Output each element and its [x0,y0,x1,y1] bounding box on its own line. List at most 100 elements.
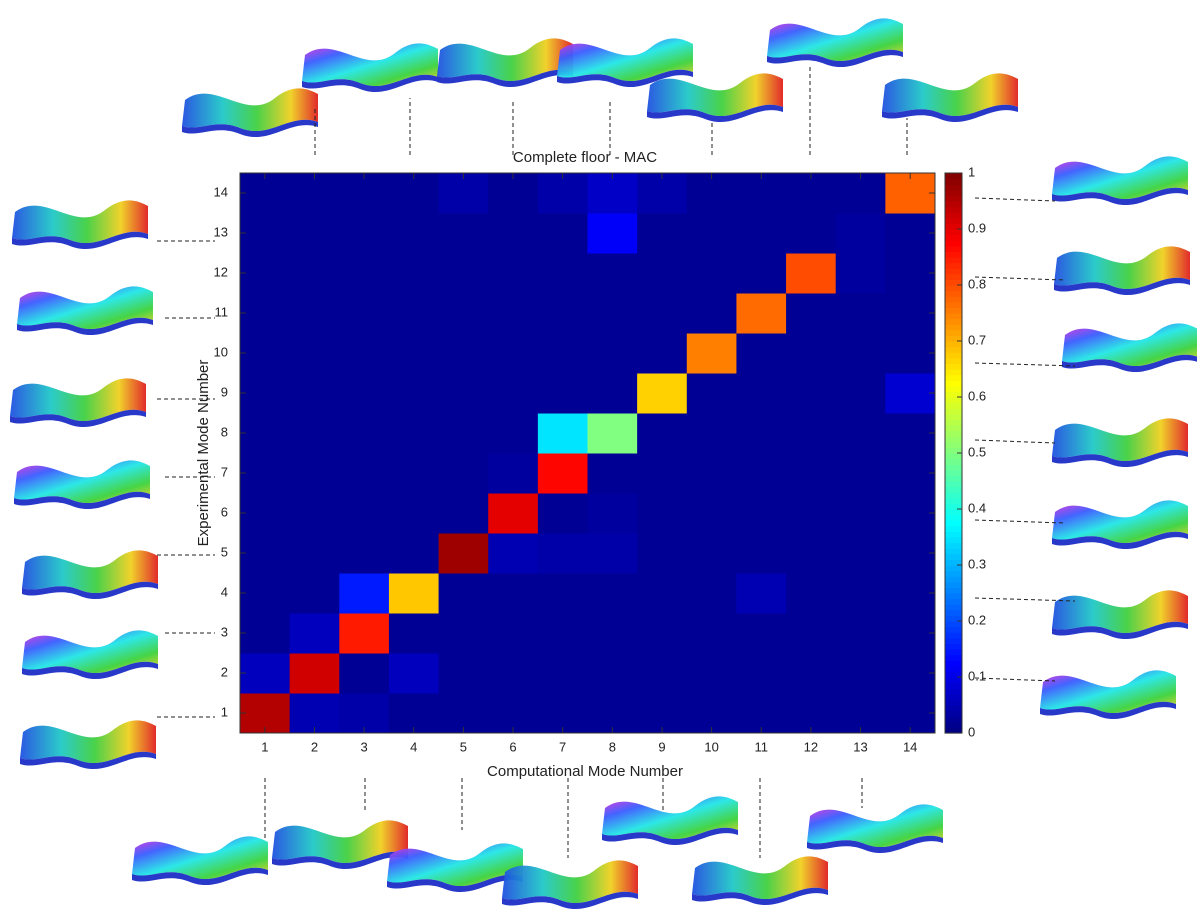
colorbar-segment [945,626,962,633]
colorbar-segment [945,369,962,376]
heatmap-cell [637,653,688,694]
heatmap-cell [438,333,489,374]
colorbar-segment [945,357,962,364]
x-tick-label: 13 [853,739,867,754]
heatmap-cell [339,453,390,494]
heatmap-cell [786,173,837,214]
heatmap-cell [388,693,440,734]
mode-shape [1052,156,1188,206]
heatmap-cell [289,453,340,494]
heatmap-cell [637,693,688,734]
y-tick-label: 9 [221,384,228,399]
heatmap-cell [587,693,638,734]
heatmap-cell [339,213,390,254]
mode-shape [502,860,638,910]
heatmap-cell [537,533,588,574]
heatmap-cell [885,693,936,734]
y-tick-label: 5 [221,544,228,559]
heatmap-cell [587,413,638,454]
colorbar-segment [945,402,962,409]
x-tick-label: 1 [261,739,268,754]
heatmap-cell [736,573,787,614]
mode-shape [692,856,828,906]
heatmap-cell [786,333,837,374]
colorbar-segment [945,654,962,661]
x-axis-label: Computational Mode Number [487,763,683,780]
mode-shape-surface [132,836,268,880]
heatmap-cell [885,413,936,454]
heatmap-cell [240,573,291,614]
mode-shape-edge [602,827,738,846]
heatmap-cell [736,413,787,454]
mode-shape [1062,323,1197,373]
colorbar-segment [945,296,962,303]
heatmap-cell [339,373,390,414]
heatmap-cell [786,413,837,454]
colorbar-tick-label: 0.2 [968,612,986,627]
x-tick-label: 12 [804,739,818,754]
mode-shape-edge [1052,449,1188,468]
heatmap-cell [835,173,886,214]
colorbar-segment [945,290,962,297]
colorbar-segment [945,262,962,269]
heatmap-cell [835,333,886,374]
heatmap-cell [289,413,340,454]
colorbar-segment [945,615,962,622]
colorbar-segment [945,509,962,516]
colorbar-segment [945,621,962,628]
heatmap-cell [686,373,737,414]
y-tick-label: 12 [214,264,228,279]
heatmap-cell [686,693,737,734]
y-tick-label: 1 [221,704,228,719]
y-axis-label: Experimental Mode Number [195,360,212,547]
mode-shape-edge [20,751,156,770]
heatmap-cell [686,613,737,654]
heatmap-cell [885,293,936,334]
mode-shape-surface [882,73,1018,117]
colorbar-segment [945,514,962,521]
heatmap-cell [587,173,638,214]
heatmap-cell [537,613,588,654]
heatmap-cell [686,493,737,534]
heatmap-cell [537,693,588,734]
heatmap-cell [289,333,340,374]
colorbar-segment [945,537,962,544]
mode-shape-edge [1052,531,1188,550]
colorbar-tick-label: 0 [968,724,975,739]
mode-shape-surface [20,720,156,764]
x-tick-label: 9 [658,739,665,754]
heatmap-cell [786,373,837,414]
heatmap-cell [686,333,737,374]
heatmap-cell [438,413,489,454]
colorbar-segment [945,318,962,325]
mode-shape-surface [272,820,408,864]
heatmap-cell [686,453,737,494]
colorbar-segment [945,397,962,404]
mode-shape [647,73,783,123]
y-tick-label: 10 [214,344,228,359]
mode-shape-surface [437,38,573,82]
heatmap-cell [537,253,588,294]
heatmap-cell [388,253,440,294]
colorbar-segment [945,447,962,454]
heatmap-cell [637,573,688,614]
y-tick-label: 13 [214,224,228,239]
y-tick-label: 4 [221,584,228,599]
heatmap-cell [537,293,588,334]
heatmap-cell [686,213,737,254]
x-tick-label: 11 [755,739,769,754]
mode-shape-edge [22,661,158,680]
mode-shape-edge [647,104,783,123]
heatmap-cell [587,493,638,534]
colorbar-segment [945,632,962,639]
colorbar-segment [945,486,962,493]
heatmap-cell [637,613,688,654]
heatmap-cell [835,613,886,654]
heatmap-cell [289,533,340,574]
heatmap-cell [686,533,737,574]
heatmap-cell [438,373,489,414]
colorbar-segment [945,453,962,460]
heatmap-cell [587,213,638,254]
heatmap-cell [438,493,489,534]
